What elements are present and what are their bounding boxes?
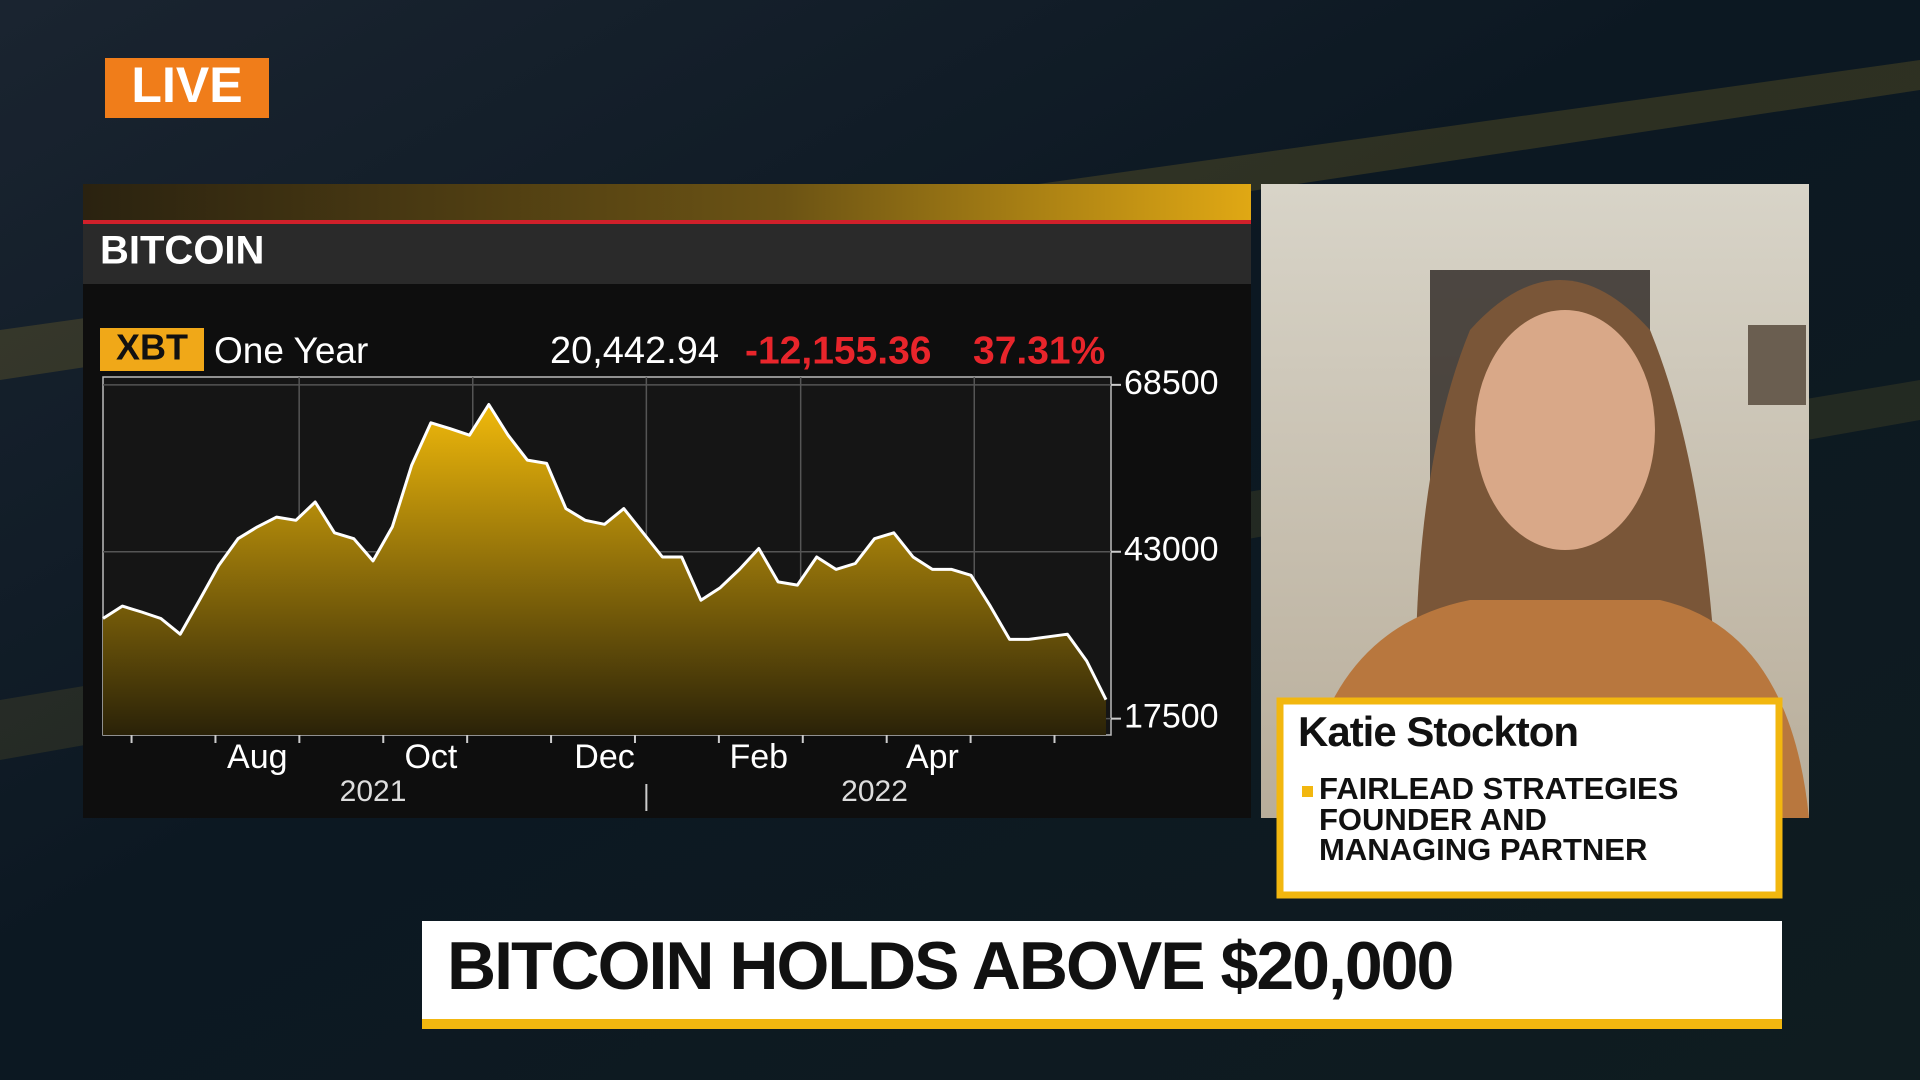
- panel-band: [83, 184, 1251, 220]
- bullet: [1302, 786, 1313, 797]
- x-tick-label: Apr: [906, 738, 959, 776]
- guest-title: FOUNDER AND: [1319, 802, 1547, 837]
- area: [103, 404, 1106, 735]
- x-tick-label: Dec: [574, 738, 634, 776]
- x-tick-label: Feb: [730, 738, 789, 776]
- video-picture: [1748, 325, 1806, 405]
- chart-title: BITCOIN: [100, 229, 264, 273]
- ticker: XBT: [116, 327, 188, 368]
- live-label: LIVE: [131, 57, 242, 113]
- headline-bar: [422, 921, 1782, 1019]
- guest-title: FAIRLEAD STRATEGIES: [1319, 771, 1678, 806]
- name-box: [1276, 697, 1783, 899]
- panel-red-line: [83, 220, 1251, 224]
- x-tick-label: Aug: [227, 738, 288, 776]
- x-tick-label: Oct: [404, 738, 457, 776]
- last-price: 20,442.94: [550, 330, 719, 372]
- y-tick-label: 43000: [1124, 531, 1219, 569]
- live-badge: [105, 58, 269, 118]
- price-change: -12,155.36: [745, 329, 932, 372]
- y-tick-label: 17500: [1124, 698, 1219, 736]
- ticker-badge: [100, 328, 204, 371]
- line: [102, 403, 1108, 701]
- x-year-label: 2021: [340, 775, 407, 808]
- guest-name: Katie Stockton: [1298, 708, 1578, 755]
- percent-change: 37.31%: [973, 329, 1105, 372]
- period: One Year: [214, 330, 368, 371]
- plot: 17500 43000 68500 Aug Oct Dec Feb Apr 2021 2022: [102, 364, 1219, 811]
- x-year-label: 2022: [841, 775, 908, 808]
- guest-title: MANAGING PARTNER: [1319, 832, 1647, 867]
- face: [1475, 310, 1655, 550]
- chart-header: [83, 224, 1251, 284]
- headline: BITCOIN HOLDS ABOVE $20,000: [447, 928, 1452, 1004]
- y-tick-label: 68500: [1124, 364, 1219, 402]
- headline-underline: [422, 1019, 1782, 1029]
